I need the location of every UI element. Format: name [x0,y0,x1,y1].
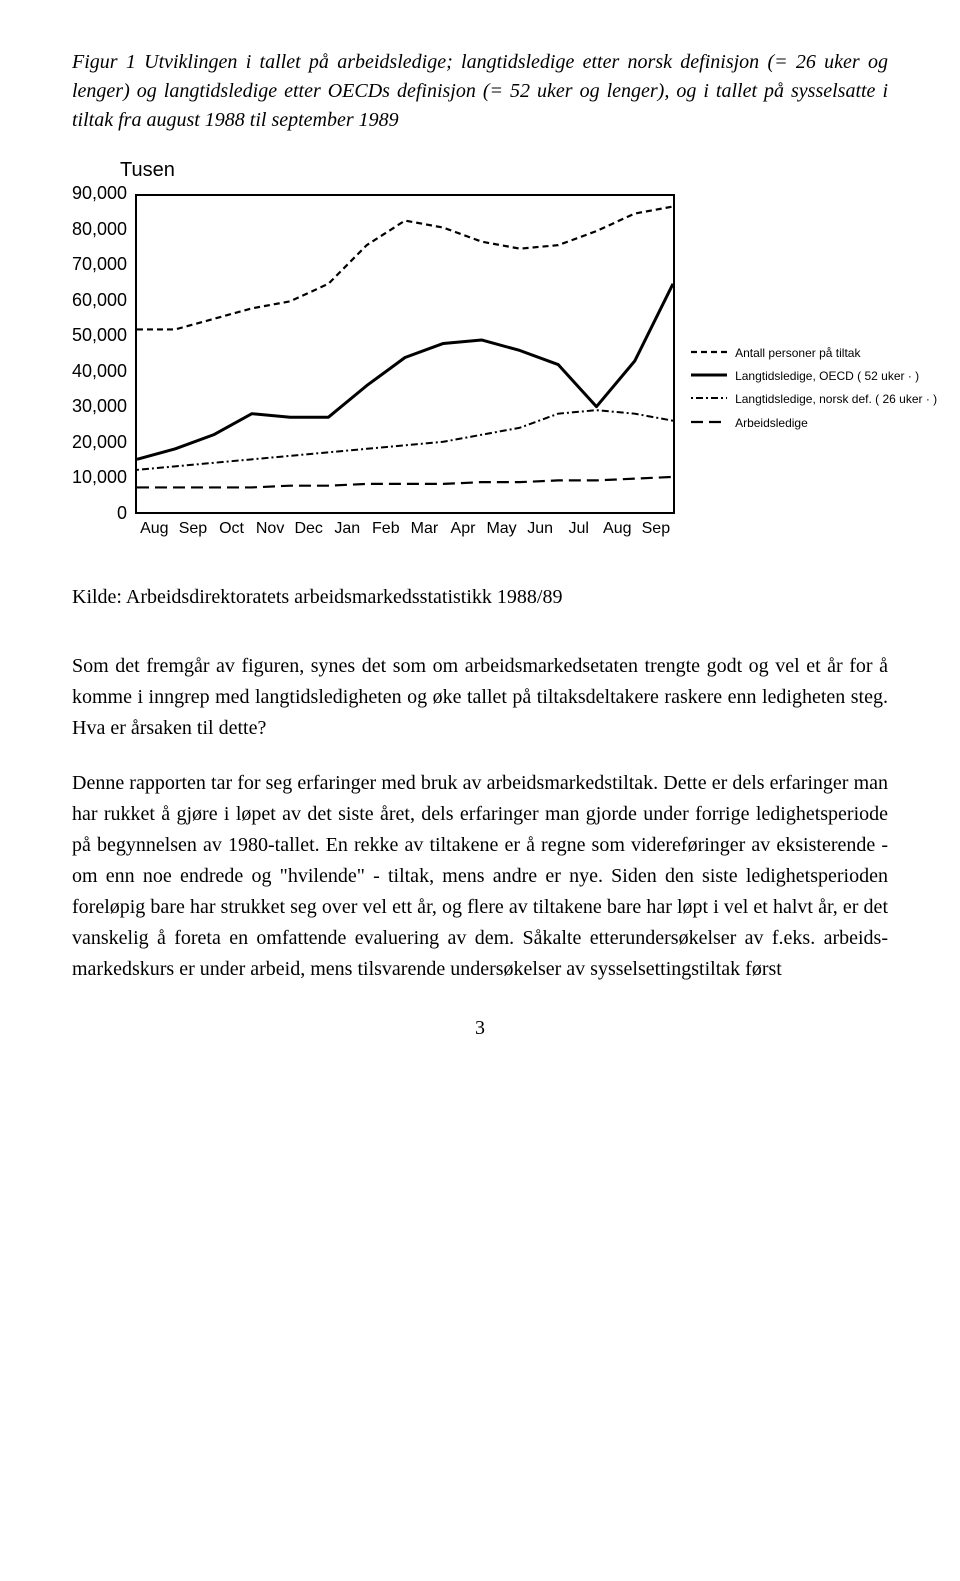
legend-label: Arbeidsledige [735,414,808,433]
figure-caption: Figur 1 Utviklingen i tallet på arbeidsl… [72,48,888,135]
legend-label: Langtidsledige, norsk def. ( 26 uker · ) [735,390,937,409]
x-tick-label: May [482,520,521,538]
x-tick-label: Jul [559,520,598,538]
x-tick-label: Apr [444,520,483,538]
legend-swatch [691,417,727,427]
y-axis-title: Tusen [120,159,888,182]
legend-item-oecd: Langtidsledige, OECD ( 52 uker · ) [691,367,937,386]
legend-swatch [691,347,727,357]
x-tick-label: Sep [174,520,213,538]
page-root: Figur 1 Utviklingen i tallet på arbeidsl… [0,0,960,1100]
x-tick-label: Mar [405,520,444,538]
legend-label: Langtidsledige, OECD ( 52 uker · ) [735,367,919,386]
legend-swatch [691,393,727,403]
chart-area: 90,00080,00070,00060,00050,00040,00030,0… [72,194,888,538]
legend-item-arbeidsledige: Arbeidsledige [691,414,937,433]
line-chart-svg [135,194,675,514]
x-tick-label: Dec [289,520,328,538]
legend-swatch [691,370,727,380]
x-tick-label: Nov [251,520,290,538]
legend-item-tiltak: Antall personer på tiltak [691,344,937,363]
body-text: Som det fremgår av figuren, synes det so… [72,651,888,985]
x-tick-label: Jun [521,520,560,538]
x-tick-label: Aug [598,520,637,538]
x-tick-label: Jan [328,520,367,538]
plot-box [135,194,675,514]
x-tick-label: Sep [637,520,676,538]
x-tick-label: Aug [135,520,174,538]
figure-source: Kilde: Arbeidsdirektoratets arbeidsmarke… [72,586,888,609]
y-tick-labels: 90,00080,00070,00060,00050,00040,00030,0… [72,194,135,514]
x-tick-label: Feb [367,520,406,538]
page-number: 3 [72,1017,888,1040]
x-tick-label: Oct [212,520,251,538]
plot-column: AugSepOctNovDecJanFebMarAprMayJunJulAugS… [135,194,675,538]
body-paragraph: Som det fremgår av figuren, synes det so… [72,651,888,744]
legend-label: Antall personer på tiltak [735,344,860,363]
legend: Antall personer på tiltak Langtidsledige,… [691,344,937,437]
x-tick-labels: AugSepOctNovDecJanFebMarAprMayJunJulAugS… [135,520,675,538]
legend-item-norsk: Langtidsledige, norsk def. ( 26 uker · ) [691,390,937,409]
body-paragraph: Denne rapporten tar for seg erfaringer m… [72,768,888,985]
